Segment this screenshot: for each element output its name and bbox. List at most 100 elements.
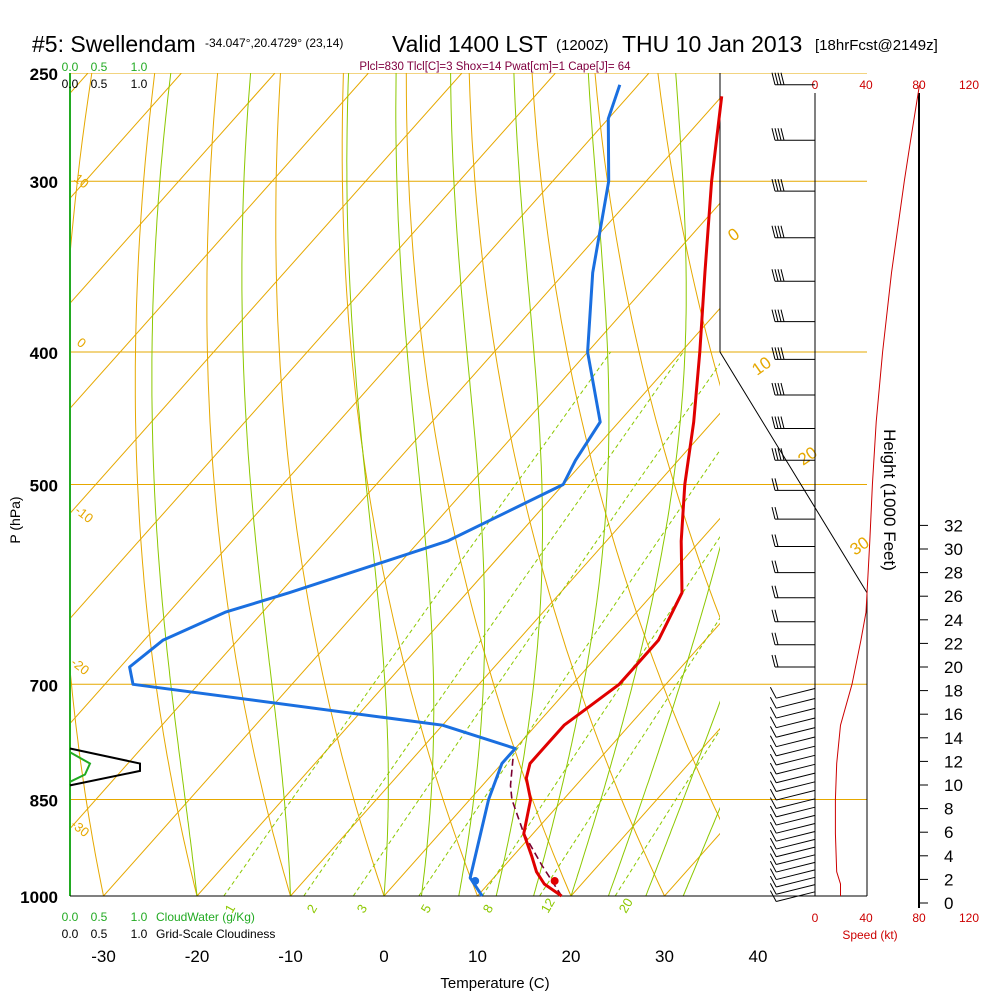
wind-barb — [769, 697, 816, 709]
mixing-ratio-label: 20 — [616, 895, 636, 915]
barb-staff — [776, 814, 816, 826]
cloudiness-tick-bottom: 0.0 — [62, 927, 79, 941]
barb-staff — [776, 869, 816, 881]
wind-barb — [769, 853, 816, 865]
height-tick-label: 28 — [944, 564, 963, 583]
barb-staff — [776, 745, 816, 757]
dry-adiabat — [206, 73, 292, 896]
surface-temperature-marker — [550, 876, 559, 885]
barb-flag — [769, 706, 777, 719]
barb-flag — [769, 788, 777, 801]
wind-barb — [769, 762, 816, 775]
barb-flag — [774, 534, 779, 547]
wind-barb — [769, 716, 816, 729]
x-tick-label: 20 — [562, 947, 581, 966]
x-tick-label: 30 — [655, 947, 674, 966]
wind-barb — [771, 560, 815, 574]
moist-adiabat — [346, 73, 389, 896]
barb-flag — [777, 269, 782, 282]
moist-adiabat — [450, 73, 486, 896]
barb-staff — [776, 789, 816, 801]
isotherm-label: 10 — [748, 353, 774, 379]
p-tick-label: 700 — [30, 676, 58, 695]
barb-flag — [777, 309, 782, 322]
wind-barb — [771, 128, 815, 141]
dry-adiabat — [842, 49, 1000, 925]
barb-flag — [774, 478, 779, 491]
isotherm-line — [290, 412, 720, 896]
barb-flag — [774, 269, 779, 282]
height-tick-label: 26 — [944, 587, 963, 606]
barb-staff — [776, 688, 816, 699]
barb-flag — [771, 225, 776, 238]
cloudwater-label: CloudWater (g/Kg) — [156, 910, 255, 924]
cloudwater-tick-bottom: 1.0 — [131, 910, 148, 924]
wind-barb — [769, 753, 816, 766]
barb-flag — [769, 868, 777, 880]
wind-barb — [769, 788, 816, 801]
barb-flag — [771, 506, 776, 520]
barb-flag — [780, 269, 785, 282]
moist-adiabat — [607, 546, 720, 896]
dry-adiabat — [70, 73, 105, 896]
barb-flag — [780, 309, 785, 322]
barb-staff — [776, 891, 816, 902]
wind-barb — [769, 883, 816, 895]
isotherm-line — [70, 97, 720, 830]
valid-time: Valid 1400 LST — [392, 31, 548, 57]
wind-barb — [769, 780, 816, 792]
barb-flag — [774, 72, 779, 85]
barb-flag — [769, 716, 777, 728]
barb-flag — [769, 813, 777, 826]
station-coords: -34.047°,20.4729° (23,14) — [205, 36, 343, 50]
height-tick-label: 16 — [944, 705, 963, 724]
barb-flag — [771, 128, 776, 141]
wind-barb — [771, 416, 815, 429]
wind-barb — [769, 797, 816, 809]
barb-flag — [769, 697, 777, 709]
barb-flag — [777, 382, 782, 396]
dry-adiabat-label: -30 — [68, 817, 92, 840]
height-tick-label: 22 — [944, 634, 963, 653]
cloudiness-label: Grid-Scale Cloudiness — [156, 927, 275, 941]
dry-adiabat — [134, 73, 198, 896]
mixing-ratio-label: 5 — [418, 902, 435, 916]
cloudiness-tick-bottom: 0.5 — [91, 927, 108, 941]
x-tick-label: -20 — [185, 947, 210, 966]
wind-barb — [771, 178, 815, 192]
cloudiness-tick-top: 0.5 — [91, 77, 108, 91]
speed-tick-bottom: 80 — [912, 911, 926, 925]
barb-flag — [780, 382, 785, 396]
wind-barb — [771, 632, 815, 646]
barb-staff — [776, 838, 816, 850]
barb-flag — [780, 347, 785, 360]
parcel-curve — [509, 756, 563, 897]
barb-staff — [776, 876, 816, 888]
mixing-ratio-line — [481, 536, 720, 896]
barb-flag — [771, 347, 776, 360]
wind-barb — [769, 837, 816, 850]
barb-flag — [771, 448, 776, 461]
wind-speed-line — [834, 84, 920, 896]
height-tick-label: 2 — [944, 870, 953, 889]
speed-tick-top: 0 — [812, 78, 819, 92]
isotherm-line — [945, 73, 1000, 896]
wind-barb — [771, 585, 815, 599]
moist-adiabat — [682, 806, 720, 896]
barb-flag — [771, 654, 776, 668]
height-tick-label: 30 — [944, 540, 963, 559]
isotherm-line — [70, 73, 276, 305]
height-axis-title: Height (1000 Feet) — [880, 429, 899, 571]
barb-flag — [777, 128, 782, 141]
wind-barb — [771, 309, 815, 323]
moist-adiabat — [151, 73, 198, 896]
speed-axis-title: Speed (kt) — [842, 928, 897, 942]
barb-flag — [774, 128, 779, 141]
height-tick-label: 0 — [944, 894, 953, 913]
moist-adiabat — [395, 73, 435, 896]
barb-flag — [771, 416, 776, 429]
wind-barb — [771, 609, 815, 623]
surface-dewpoint-marker — [471, 876, 480, 885]
barb-flag — [780, 128, 785, 141]
dry-adiabat — [0, 49, 34, 925]
